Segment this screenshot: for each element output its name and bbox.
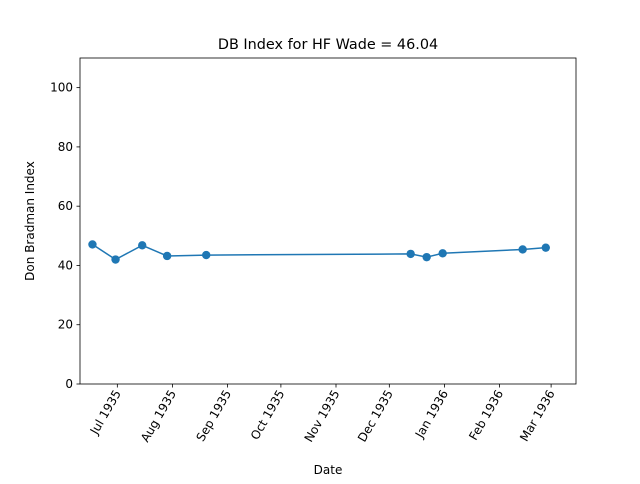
x-tick-label: Sep 1935 (194, 388, 235, 444)
x-tick-label: Jul 1935 (87, 387, 124, 437)
data-point (202, 250, 211, 260)
data-point (438, 249, 447, 258)
data-point (541, 243, 550, 252)
x-axis-label: Date (314, 463, 343, 477)
chart-title: DB Index for HF Wade = 46.04 (218, 37, 438, 53)
x-tick-label: Dec 1935 (355, 387, 396, 444)
data-point (138, 241, 147, 250)
y-tick-label: 100 (50, 81, 73, 95)
data-point (406, 249, 415, 259)
x-tick-label: Oct 1935 (248, 388, 288, 443)
x-tick-label: Feb 1936 (466, 388, 506, 443)
plot-layer (88, 240, 550, 264)
data-point (518, 245, 527, 254)
x-tick-label: Nov 1935 (302, 388, 343, 445)
data-point (422, 252, 431, 262)
x-tick-label: Aug 1935 (138, 387, 179, 444)
series-line (92, 243, 546, 261)
y-tick-label: 40 (58, 258, 73, 272)
x-tick-label: Mar 1936 (517, 387, 558, 443)
y-tick-label: 0 (65, 377, 73, 391)
data-point (88, 240, 97, 249)
y-axis-label: Don Bradman Index (23, 161, 37, 281)
data-point (162, 251, 172, 261)
plot-frame (79, 57, 577, 385)
y-tick-label: 80 (58, 140, 73, 154)
data-point (111, 255, 120, 264)
y-tick-label: 20 (58, 318, 73, 332)
y-tick-label: 60 (58, 199, 73, 213)
x-tick-label: Jan 1936 (412, 387, 451, 441)
